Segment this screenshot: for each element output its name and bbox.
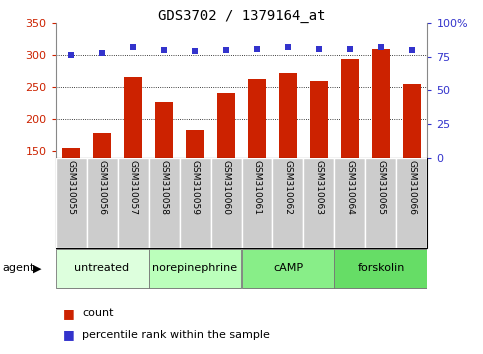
Bar bbox=[186, 130, 204, 158]
Bar bbox=[372, 49, 390, 158]
Point bbox=[98, 50, 106, 56]
Bar bbox=[155, 102, 173, 158]
Point bbox=[377, 44, 385, 50]
Text: GSM310059: GSM310059 bbox=[190, 160, 199, 215]
Bar bbox=[366, 158, 397, 248]
Bar bbox=[86, 158, 117, 248]
Bar bbox=[124, 78, 142, 158]
Text: norepinephrine: norepinephrine bbox=[153, 263, 238, 273]
Bar bbox=[242, 249, 334, 288]
Bar bbox=[310, 81, 328, 158]
Text: ▶: ▶ bbox=[33, 263, 42, 273]
Text: untreated: untreated bbox=[74, 263, 129, 273]
Text: GSM310062: GSM310062 bbox=[284, 160, 293, 215]
Text: GSM310061: GSM310061 bbox=[253, 160, 261, 215]
Point bbox=[408, 47, 416, 53]
Point bbox=[315, 46, 323, 51]
Bar bbox=[248, 79, 266, 158]
Bar bbox=[117, 158, 149, 248]
Text: GSM310060: GSM310060 bbox=[222, 160, 230, 215]
Bar bbox=[272, 158, 303, 248]
Bar bbox=[149, 249, 242, 288]
Bar bbox=[403, 84, 421, 158]
Text: forskolin: forskolin bbox=[357, 263, 405, 273]
Text: GSM310064: GSM310064 bbox=[345, 160, 355, 215]
Bar bbox=[56, 158, 86, 248]
Text: percentile rank within the sample: percentile rank within the sample bbox=[82, 330, 270, 339]
Bar bbox=[62, 148, 80, 158]
Text: GSM310065: GSM310065 bbox=[376, 160, 385, 215]
Point bbox=[129, 44, 137, 50]
Point bbox=[222, 47, 230, 53]
Bar bbox=[341, 59, 359, 158]
Bar bbox=[93, 133, 112, 158]
Text: cAMP: cAMP bbox=[273, 263, 303, 273]
Text: GSM310056: GSM310056 bbox=[98, 160, 107, 215]
Text: agent: agent bbox=[2, 263, 35, 273]
Bar bbox=[279, 73, 297, 158]
Bar bbox=[397, 158, 427, 248]
Point bbox=[67, 52, 75, 58]
Bar bbox=[334, 158, 366, 248]
Bar bbox=[242, 158, 272, 248]
Point bbox=[253, 46, 261, 51]
Text: GSM310055: GSM310055 bbox=[67, 160, 75, 215]
Bar bbox=[211, 158, 242, 248]
Text: ■: ■ bbox=[63, 328, 74, 341]
Text: GSM310058: GSM310058 bbox=[159, 160, 169, 215]
Text: GDS3702 / 1379164_at: GDS3702 / 1379164_at bbox=[158, 9, 325, 23]
Bar bbox=[180, 158, 211, 248]
Text: GSM310063: GSM310063 bbox=[314, 160, 324, 215]
Text: GSM310066: GSM310066 bbox=[408, 160, 416, 215]
Bar bbox=[303, 158, 334, 248]
Text: ■: ■ bbox=[63, 307, 74, 320]
Point bbox=[191, 48, 199, 54]
Bar bbox=[56, 249, 149, 288]
Point bbox=[346, 46, 354, 51]
Bar bbox=[149, 158, 180, 248]
Bar bbox=[334, 249, 427, 288]
Text: count: count bbox=[82, 308, 114, 318]
Bar bbox=[217, 93, 235, 158]
Point bbox=[160, 47, 168, 53]
Text: GSM310057: GSM310057 bbox=[128, 160, 138, 215]
Point bbox=[284, 44, 292, 50]
